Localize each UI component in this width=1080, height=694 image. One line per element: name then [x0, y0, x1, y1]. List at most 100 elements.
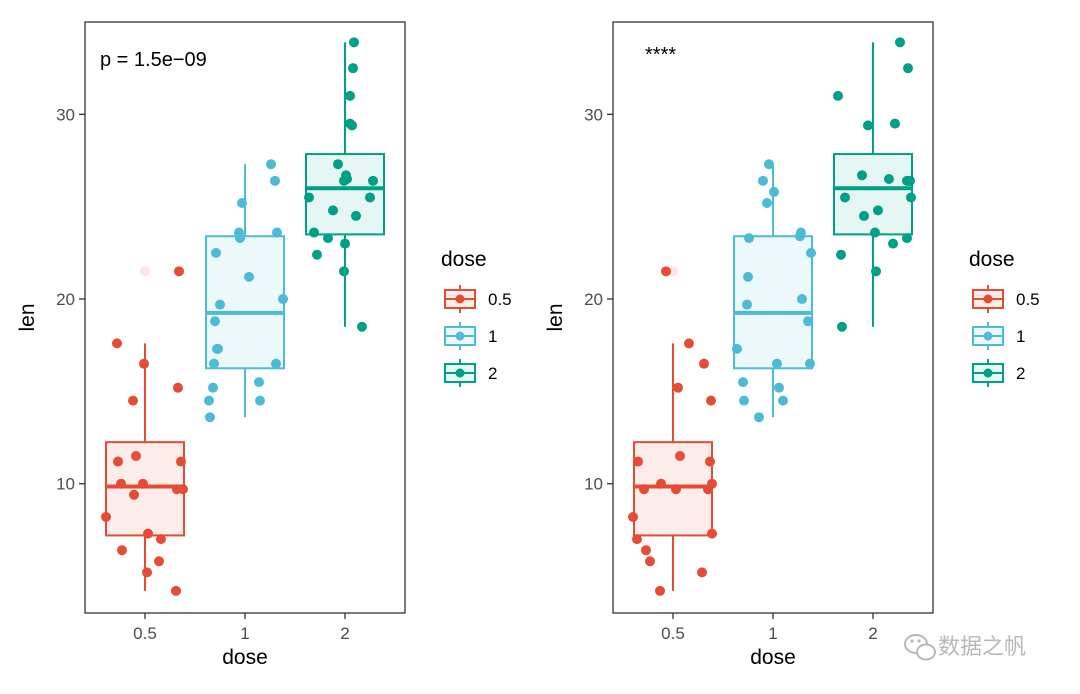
data-point — [117, 545, 127, 556]
x-tick-label: 2 — [868, 624, 877, 643]
legend-title: dose — [441, 248, 487, 271]
data-point — [656, 478, 666, 489]
data-point — [707, 478, 717, 489]
data-point — [795, 231, 805, 242]
data-point — [857, 170, 867, 181]
data-point — [762, 197, 772, 208]
data-point — [129, 489, 139, 500]
legend-key-2 — [972, 359, 1004, 387]
data-point — [684, 338, 694, 349]
data-point — [333, 159, 343, 170]
data-point — [174, 266, 184, 277]
data-point — [278, 294, 288, 305]
data-point — [139, 358, 149, 369]
legend-key-point — [455, 368, 465, 378]
y-axis-title: len — [544, 303, 567, 331]
data-point — [863, 120, 873, 131]
data-point — [112, 338, 122, 349]
data-point — [173, 382, 183, 393]
data-point — [154, 556, 164, 567]
data-point — [237, 197, 247, 208]
data-point — [215, 299, 225, 310]
data-point — [671, 484, 681, 495]
data-point — [833, 90, 843, 101]
data-point — [871, 266, 881, 277]
y-tick-label: 20 — [584, 290, 603, 309]
data-point — [902, 233, 912, 244]
wechat-icon — [904, 634, 936, 661]
x-tick-label: 1 — [768, 624, 777, 643]
data-point — [138, 478, 148, 489]
data-point — [323, 233, 333, 244]
data-point — [661, 266, 671, 277]
x-tick-label: 0.5 — [133, 624, 157, 643]
y-tick-label: 10 — [56, 475, 75, 494]
data-point — [272, 227, 282, 238]
data-point — [840, 192, 850, 203]
data-point — [673, 382, 683, 393]
data-point — [806, 247, 816, 258]
data-point — [707, 528, 717, 539]
data-point — [254, 377, 264, 388]
data-point — [732, 343, 742, 354]
data-point — [655, 585, 665, 596]
data-point — [143, 528, 153, 539]
data-point — [340, 238, 350, 249]
data-point — [131, 451, 141, 462]
data-point — [304, 192, 314, 203]
data-point — [870, 227, 880, 238]
data-point — [705, 456, 715, 467]
data-point — [758, 175, 768, 186]
data-point — [234, 227, 244, 238]
x-tick-label: 1 — [240, 624, 249, 643]
outlier-point — [668, 266, 678, 277]
data-point — [255, 395, 265, 406]
data-point — [764, 159, 774, 170]
legend-key-point — [983, 331, 993, 341]
legend-key-0.5 — [972, 285, 1004, 313]
data-point — [342, 173, 352, 184]
data-point — [205, 412, 215, 423]
data-point — [156, 534, 166, 545]
data-point — [873, 205, 883, 216]
significance-annotation: **** — [645, 44, 676, 66]
data-point — [895, 37, 905, 48]
data-point — [368, 175, 378, 186]
data-point — [351, 210, 361, 221]
data-point — [101, 511, 111, 522]
data-point — [772, 358, 782, 369]
data-point — [744, 233, 754, 244]
data-point — [837, 321, 847, 332]
y-tick-label: 10 — [584, 475, 603, 494]
data-point — [906, 192, 916, 203]
x-tick-label: 0.5 — [661, 624, 685, 643]
legend-label: 0.5 — [1016, 290, 1040, 309]
data-point — [328, 205, 338, 216]
data-point — [754, 412, 764, 423]
data-point — [128, 395, 138, 406]
data-point — [116, 478, 126, 489]
data-point — [884, 173, 894, 184]
data-point — [365, 192, 375, 203]
y-tick-label: 30 — [56, 105, 75, 124]
data-point — [803, 316, 813, 327]
data-point — [769, 186, 779, 197]
legend-label: 2 — [488, 364, 497, 383]
data-point — [905, 175, 915, 186]
data-point — [739, 395, 749, 406]
box-0.5 — [105, 266, 185, 591]
data-point — [266, 159, 276, 170]
data-point — [357, 321, 367, 332]
x-axis-title: dose — [222, 646, 268, 669]
x-tick-label: 2 — [340, 624, 349, 643]
data-point — [345, 90, 355, 101]
legend-key-point — [983, 368, 993, 378]
data-point — [699, 358, 709, 369]
data-point — [113, 456, 123, 467]
data-point — [178, 484, 188, 495]
significance-annotation: p = 1.5e−09 — [100, 49, 207, 71]
data-point — [210, 316, 220, 327]
